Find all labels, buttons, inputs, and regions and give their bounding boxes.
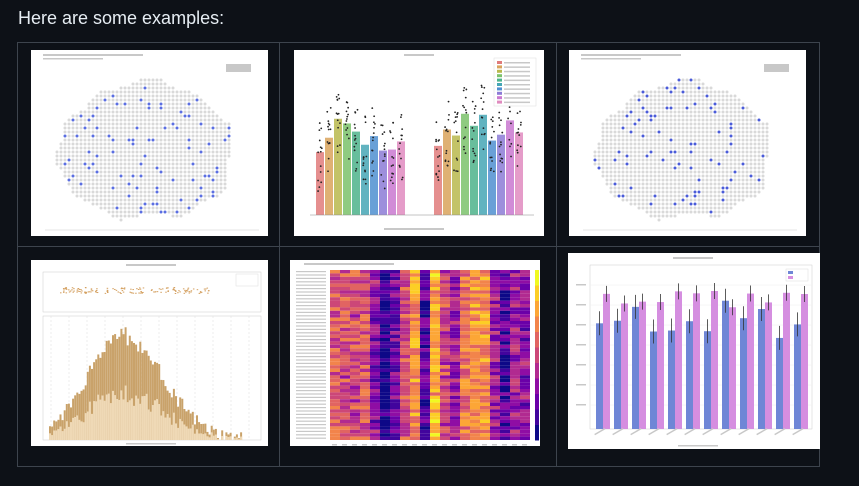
grid-cell [556, 246, 820, 467]
bar-swarm-graphic [310, 54, 537, 230]
example-image-heatmap[interactable] [290, 260, 540, 446]
example-image-histogram[interactable] [31, 260, 268, 446]
grid-cell [17, 42, 280, 247]
grid-cell [17, 246, 280, 467]
grid-cell [279, 42, 557, 247]
example-image-bar-swarm[interactable] [294, 50, 544, 236]
paired-bar-graphic [576, 257, 813, 447]
example-image-paired-bar[interactable] [568, 253, 820, 449]
grid-cell [556, 42, 820, 247]
section-heading: Here are some examples: [18, 8, 225, 28]
heatmap-graphic [296, 263, 539, 446]
spatial-map-graphic [581, 54, 797, 231]
histogram-graphic [42, 264, 262, 445]
grid-cell [279, 246, 557, 467]
example-image-spatial-2[interactable] [569, 50, 806, 236]
spatial-map-graphic [43, 54, 259, 231]
examples-grid [17, 42, 820, 467]
example-image-spatial-1[interactable] [31, 50, 268, 236]
